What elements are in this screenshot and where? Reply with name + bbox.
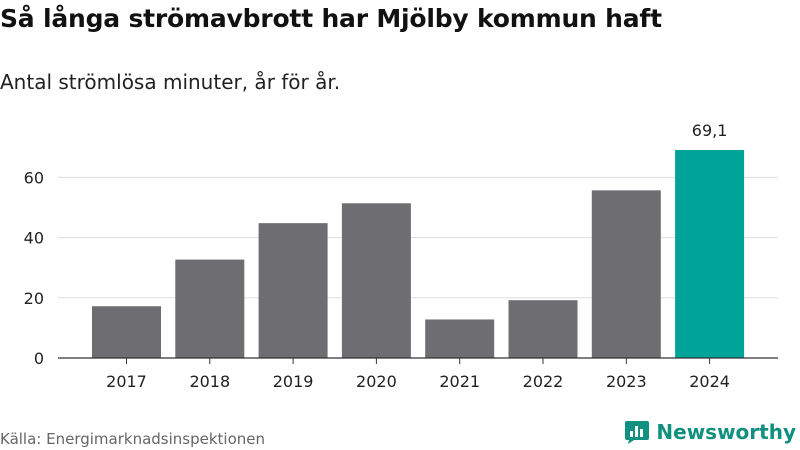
bar-2021 xyxy=(425,319,495,358)
bars xyxy=(92,150,745,358)
x-tick-label: 2023 xyxy=(606,372,647,391)
x-tick-label: 2017 xyxy=(106,372,147,391)
y-tick-label: 40 xyxy=(24,229,44,248)
x-tick-labels: 2017 2018 2019 2020 2021 2022 2023 2024 xyxy=(58,357,778,391)
x-tick-label: 2021 xyxy=(439,372,480,391)
y-tick-label: 20 xyxy=(24,289,44,308)
y-tick-labels: 0 20 40 60 xyxy=(24,168,44,368)
chart-subtitle: Antal strömlösa minuter, år för år. xyxy=(0,70,341,94)
x-tick-label: 2024 xyxy=(689,372,730,391)
x-tick-label: 2022 xyxy=(523,372,564,391)
bar-2019 xyxy=(258,223,328,358)
data-labels: 69,1 xyxy=(692,121,728,140)
x-tick-label: 2020 xyxy=(356,372,397,391)
bar-2023 xyxy=(591,190,661,358)
brand-name: Newsworthy xyxy=(656,420,796,444)
bar-2022 xyxy=(508,300,578,358)
x-tick-label: 2019 xyxy=(273,372,314,391)
brand-logo: Newsworthy xyxy=(624,419,796,445)
bar-2018 xyxy=(175,259,245,358)
bar-2020 xyxy=(341,203,411,358)
bar-2024 xyxy=(675,150,745,358)
y-tick-label: 60 xyxy=(24,168,44,187)
chart-title: Så långa strömavbrott har Mjölby kommun … xyxy=(0,4,662,33)
source-note: Källa: Energimarknadsinspektionen xyxy=(0,430,266,448)
bar-chart-logo-icon xyxy=(625,421,650,444)
gridlines xyxy=(58,176,778,299)
y-tick-label: 0 xyxy=(34,349,44,368)
x-tick-label: 2018 xyxy=(189,372,230,391)
bar-2017 xyxy=(92,306,161,358)
bar-chart: 0 20 40 60 2017 2018 2019 2020 2021 2022 2023 2024… xyxy=(24,121,778,391)
data-label: 69,1 xyxy=(692,121,728,140)
